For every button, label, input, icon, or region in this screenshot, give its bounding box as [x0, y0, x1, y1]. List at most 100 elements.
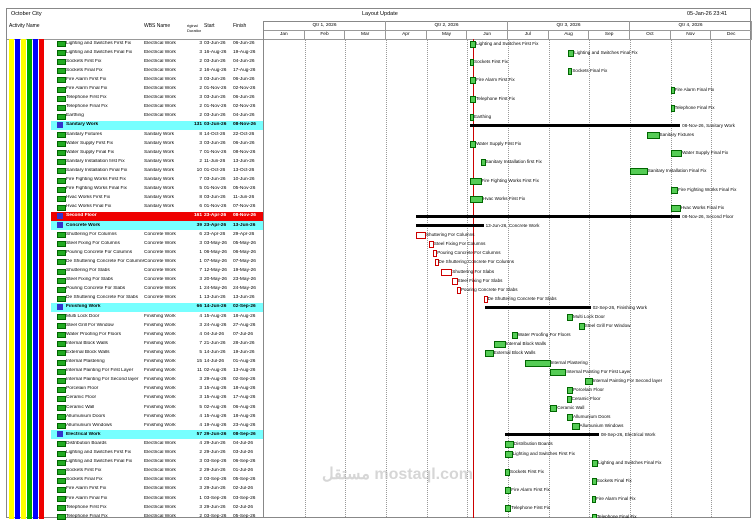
activity-row[interactable]: Internal Plastering Finishing Work 15 14-Ju…	[7, 358, 263, 367]
activity-bar[interactable]	[592, 514, 597, 518]
activity-row[interactable]: Shuttering For Columns Concrete Work 6 23-A…	[7, 230, 263, 239]
wbs-row[interactable]: Electrical Work 57 29-Jun-26 08-Sep-26	[51, 430, 263, 440]
activity-row[interactable]: Hvac Works Final Fix Sanitary Work 6 01-Nov…	[7, 203, 263, 212]
col-wbs-name[interactable]: WBS Name	[144, 23, 171, 29]
activity-row[interactable]: Allumunium Windows Finishing Work 4 19-Aug-…	[7, 421, 263, 430]
activity-bar[interactable]	[585, 377, 593, 385]
activity-row[interactable]: Sanitary Installation first Fix Sanitary …	[7, 157, 263, 166]
summary-bar[interactable]	[415, 224, 484, 227]
activity-bar[interactable]	[549, 405, 558, 412]
activity-row[interactable]: Fire Alarm Final Fix Electrical Work 2 01-N…	[7, 85, 263, 94]
activity-row[interactable]: De Shuttering Concrete For Slabs Concrete…	[7, 294, 263, 303]
activity-row[interactable]: Earthing Electrical Work 2 03-Jun-26 04-Jun-…	[7, 112, 263, 121]
activity-row[interactable]: Ceramic Wall Finishing Work 5 02-Aug-26 06-A…	[7, 403, 263, 412]
wbs-row[interactable]: Second Floor 161 23-Apr-26 08-Nov-26	[51, 211, 263, 221]
activity-bar[interactable]	[567, 395, 572, 403]
activity-row[interactable]: Steel Grill For Window Finishing Work 3 24-…	[7, 321, 263, 330]
activity-row[interactable]: Fire Fighting Works First Fix Sanitary Wo…	[7, 176, 263, 185]
activity-row[interactable]: Internal Block Walls Finishing Work 7 21-Ju…	[7, 339, 263, 348]
activity-bar[interactable]	[470, 77, 477, 85]
activity-row[interactable]: Sockets Final Fix Electrical Work 2 03-Sep-…	[7, 476, 263, 485]
activity-bar[interactable]	[567, 414, 573, 422]
activity-row[interactable]: Steel Fixing For Columns Concrete Work 3 03…	[7, 239, 263, 248]
activity-bar[interactable]	[470, 141, 477, 149]
activity-row[interactable]: Allumunium Doors Finishing Work 4 15-Aug-26…	[7, 412, 263, 421]
summary-bar[interactable]	[505, 433, 599, 437]
activity-bar[interactable]	[578, 323, 585, 331]
activity-row[interactable]: Steel Fixing For Slabs Concrete Work 3 20-M…	[7, 276, 263, 285]
activity-bar[interactable]	[670, 186, 679, 194]
activity-bar[interactable]	[483, 295, 488, 303]
activity-row[interactable]: Water Proofing For Floors Finishing Work 4…	[7, 330, 263, 339]
activity-bar[interactable]	[568, 68, 573, 76]
activity-row[interactable]: Hvac Works First Fix Sanitary Work 8 03-Jun…	[7, 194, 263, 203]
activity-bar[interactable]	[429, 241, 434, 249]
activity-row[interactable]: Lighting and Switches First Fix Electrica…	[7, 449, 263, 458]
activity-bar[interactable]	[572, 423, 580, 431]
activity-bar[interactable]	[441, 268, 453, 276]
summary-bar[interactable]	[415, 214, 681, 218]
activity-bar[interactable]	[567, 386, 573, 394]
activity-row[interactable]: Fire Fighting Works Final Fix Sanitary Wo…	[7, 185, 263, 194]
activity-bar[interactable]	[592, 496, 597, 503]
activity-row[interactable]: Fire Alarm First Fix Electrical Work 3 03-J…	[7, 75, 263, 84]
activity-row[interactable]: Lighting and Switches First Fix Electrica…	[7, 39, 263, 48]
activity-row[interactable]: Telephone First Fix Electrical Work 3 29-Ju…	[7, 503, 263, 512]
activity-row[interactable]: Telephone First Fix Electrical Work 3 03-Ju…	[7, 94, 263, 103]
activity-bar[interactable]	[480, 159, 486, 167]
activity-row[interactable]: Sockets First Fix Electrical Work 2 29-Jun-…	[7, 467, 263, 476]
activity-bar[interactable]	[470, 195, 483, 203]
activity-bar[interactable]	[505, 441, 514, 449]
activity-bar[interactable]	[505, 486, 512, 494]
activity-bar[interactable]	[470, 95, 477, 103]
activity-row[interactable]: Pouring Concrete For Slabs Concrete Work 1…	[7, 285, 263, 294]
activity-row[interactable]: Sockets Final Fix Electrical Work 2 16-Aug-…	[7, 66, 263, 75]
activity-bar[interactable]	[470, 59, 475, 67]
activity-row[interactable]: Pouring Concrete For Columns Concrete Wor…	[7, 248, 263, 257]
activity-bar[interactable]	[525, 359, 551, 367]
activity-bar[interactable]	[670, 150, 683, 158]
summary-bar[interactable]	[470, 123, 681, 127]
activity-bar[interactable]	[451, 277, 458, 285]
activity-bar[interactable]	[434, 259, 439, 267]
activity-bar[interactable]	[484, 350, 494, 358]
activity-row[interactable]: Ceramic Floor Finishing Work 3 15-Aug-26 17-…	[7, 394, 263, 403]
activity-bar[interactable]	[470, 177, 482, 185]
activity-bar[interactable]	[670, 86, 675, 94]
activity-row[interactable]: Sockets First Fix Electrical Work 2 03-Jun-…	[7, 57, 263, 66]
col-finish[interactable]: Finish	[233, 23, 247, 29]
activity-row[interactable]: Distribution Boards Electrical Work 4 29-Ju…	[7, 439, 263, 448]
activity-bar[interactable]	[549, 368, 567, 376]
col-orig-duration[interactable]: riginal Duration	[187, 23, 201, 33]
activity-bar[interactable]	[505, 450, 513, 458]
activity-row[interactable]: Lighting and Switches Final Fix Electrica…	[7, 458, 263, 467]
activity-bar[interactable]	[568, 50, 575, 58]
activity-row[interactable]: Porcelain Floor Finishing Work 3 15-Aug-26 1…	[7, 385, 263, 394]
activity-bar[interactable]	[505, 468, 510, 476]
activity-bar[interactable]	[494, 341, 506, 349]
activity-row[interactable]: Water Supply First Fix Sanitary Work 3 03-J…	[7, 139, 263, 148]
activity-row[interactable]: Shuttering For Slabs Concrete Work 7 12-May…	[7, 267, 263, 276]
activity-bar[interactable]	[470, 113, 475, 121]
activity-row[interactable]: De Shuttering Concrete For Columns Concre…	[7, 257, 263, 266]
wbs-row[interactable]: Sanitary Work 131 03-Jun-26 08-Nov-26	[51, 120, 263, 130]
activity-bar[interactable]	[511, 332, 518, 340]
activity-bar[interactable]	[470, 41, 477, 48]
activity-bar[interactable]	[567, 314, 573, 321]
activity-row[interactable]: Water Supply Final Fix Sanitary Work 7 01-N…	[7, 148, 263, 157]
activity-bar[interactable]	[456, 286, 461, 294]
activity-row[interactable]: External Block Walls Finishing Work 5 14-Ju…	[7, 348, 263, 357]
activity-row[interactable]: Telephone Final Fix Electrical Work 2 01-No…	[7, 103, 263, 112]
summary-bar[interactable]	[484, 305, 591, 309]
wbs-row[interactable]: Concrete Work 39 23-Apr-26 13-Jun-26	[51, 221, 263, 230]
activity-bar[interactable]	[670, 104, 675, 112]
activity-bar[interactable]	[505, 505, 512, 513]
activity-row[interactable]: Sanitary Fixtures Sanitary Work 8 14-Oct-26…	[7, 130, 263, 139]
activity-bar[interactable]	[592, 459, 599, 467]
activity-bar[interactable]	[647, 132, 660, 139]
activity-row[interactable]: Sanitary Installation Final Fix Sanitary …	[7, 166, 263, 175]
col-start[interactable]: Start	[204, 23, 215, 29]
activity-bar[interactable]	[630, 168, 648, 176]
activity-row[interactable]: Fire Alarm Final Fix Electrical Work 1 03-S…	[7, 494, 263, 503]
gantt-chart[interactable]: Qtr 1, 2026 Qtr 2, 2026 Qtr 3, 2026 Qtr 4, …	[263, 21, 752, 518]
